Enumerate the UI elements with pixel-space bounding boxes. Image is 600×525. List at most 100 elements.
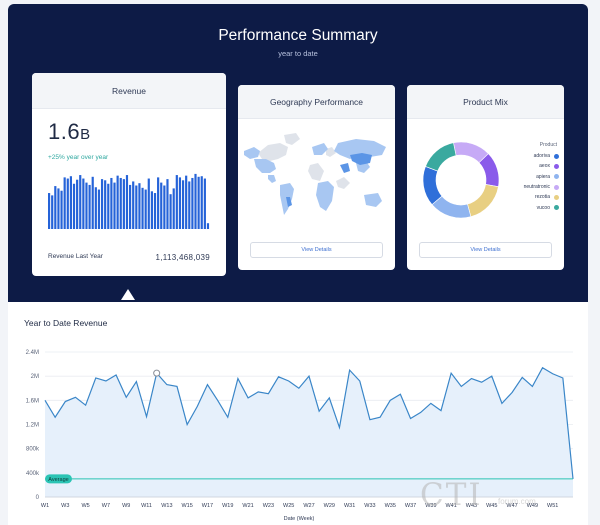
x-tick-label: W11	[141, 503, 152, 509]
revenue-bar	[66, 178, 69, 229]
y-tick-label: 2.4M	[26, 350, 39, 356]
revenue-bar	[113, 182, 116, 229]
revenue-bar	[72, 183, 76, 229]
product-mix-legend: Product adoriva aeox apiera neutratronic…	[507, 142, 559, 213]
revenue-bar	[203, 178, 206, 229]
x-tick-label: W13	[161, 503, 172, 509]
x-tick-label: W37	[405, 503, 416, 509]
page-subtitle: year to date	[278, 49, 318, 58]
x-tick-label: W51	[547, 503, 558, 509]
revenue-bar	[163, 185, 166, 229]
legend-item-aeox[interactable]: aeox	[507, 161, 559, 171]
revenue-card[interactable]: Revenue 1.6B +25% year over year Revenue…	[32, 73, 226, 276]
donut-slice-rezotia[interactable]	[467, 184, 499, 218]
donut-slice-vucoo[interactable]	[425, 142, 457, 172]
revenue-last-year-label: Revenue Last Year	[48, 253, 103, 260]
legend-item-rezotia[interactable]: rezotia	[507, 192, 559, 202]
product-mix-view-details-button[interactable]: View Details	[419, 242, 552, 258]
product-mix-card-title: Product Mix	[407, 85, 564, 119]
revenue-value-unit: B	[80, 126, 91, 143]
highlight-point[interactable]	[153, 369, 161, 377]
x-tick-label: W27	[303, 503, 314, 509]
legend-swatch	[554, 174, 559, 180]
revenue-bar	[175, 175, 178, 229]
x-tick-label: W33	[364, 503, 375, 509]
watermark-subtext: forum.com	[498, 497, 536, 506]
legend-item-neutratronic[interactable]: neutratronic	[507, 182, 559, 192]
legend-swatch	[554, 194, 559, 200]
revenue-bar	[48, 193, 51, 229]
product-mix-card[interactable]: Product Mix Product adoriva aeox apiera …	[407, 85, 564, 270]
revenue-value: 1.6B	[48, 119, 91, 145]
revenue-bar	[178, 177, 182, 229]
y-tick-label: 2M	[31, 374, 39, 380]
revenue-bar	[69, 176, 72, 229]
donut-slice-adoriva[interactable]	[422, 166, 443, 205]
revenue-bar	[122, 179, 125, 229]
x-tick-label: W45	[486, 503, 497, 509]
revenue-bar	[135, 185, 138, 229]
revenue-bar	[197, 176, 200, 229]
revenue-bar	[181, 180, 185, 229]
geography-card[interactable]: Geography Performance	[238, 85, 395, 270]
legend-item-adoriva[interactable]: adoriva	[507, 151, 559, 161]
revenue-bar	[76, 179, 79, 229]
geography-view-details-button[interactable]: View Details	[250, 242, 383, 258]
revenue-bar	[54, 186, 57, 229]
revenue-bar	[57, 188, 60, 229]
y-tick-label: 0	[36, 495, 40, 501]
revenue-bar	[160, 182, 163, 229]
x-tick-label: W15	[181, 503, 192, 509]
legend-item-apiera[interactable]: apiera	[507, 172, 559, 182]
revenue-bar	[88, 184, 91, 229]
revenue-bar	[119, 177, 122, 229]
x-tick-label: W47	[506, 503, 517, 509]
y-tick-label: 1.2M	[26, 423, 39, 429]
x-tick-label: W39	[425, 503, 436, 509]
product-mix-donut-chart	[422, 141, 500, 219]
legend-label: neutratronic	[523, 184, 550, 191]
revenue-bar	[107, 183, 110, 229]
revenue-bar	[185, 175, 188, 229]
line-area	[45, 367, 573, 497]
revenue-growth: +25% year over year	[48, 154, 109, 161]
revenue-bar	[172, 188, 175, 229]
revenue-bar	[125, 175, 129, 229]
x-tick-label: W5	[81, 503, 89, 509]
revenue-bar	[91, 176, 94, 229]
revenue-bar	[200, 176, 203, 229]
revenue-bar	[94, 187, 97, 229]
legend-label: aeox	[539, 163, 550, 170]
revenue-bar	[169, 194, 172, 229]
legend-swatch	[554, 163, 559, 169]
revenue-bar	[63, 177, 66, 229]
x-tick-label: W9	[122, 503, 130, 509]
legend-swatch	[554, 184, 559, 190]
revenue-bar	[132, 181, 135, 229]
watermark-logo: CTI	[420, 477, 483, 513]
legend-title: Product	[539, 142, 557, 148]
legend-item-vucoo[interactable]: vucoo	[507, 202, 559, 212]
x-tick-label: W3	[61, 503, 69, 509]
x-tick-label: W31	[344, 503, 355, 509]
ytd-revenue-line-chart: 0 400k 800k 1.2M 1.6M 2M 2.4M Average W1 W3 W5 W7 W9…	[26, 350, 574, 522]
x-tick-label: W41	[445, 503, 456, 509]
revenue-bar	[79, 175, 82, 229]
legend-label: adoriva	[533, 153, 550, 160]
revenue-bar	[100, 179, 104, 229]
legend-label: apiera	[536, 173, 550, 180]
x-tick-label: W23	[263, 503, 274, 509]
legend-swatch	[554, 153, 559, 159]
x-tick-label: W35	[385, 503, 396, 509]
y-tick-label: 400k	[26, 471, 40, 477]
y-tick-label: 1.6M	[26, 398, 39, 404]
revenue-bar	[116, 175, 119, 229]
ytd-revenue-panel: Year to Date Revenue 0 400k 800k 1.2M 1.6M 2M…	[8, 302, 588, 525]
revenue-last-year: Revenue Last Year 1,113,468,039	[48, 253, 210, 262]
x-tick-label: W49	[527, 503, 538, 509]
revenue-line	[44, 366, 574, 479]
revenue-bar	[138, 183, 141, 229]
x-axis-label: Date (Week)	[284, 516, 315, 522]
revenue-card-title: Revenue	[32, 73, 226, 109]
x-tick-label: W1	[41, 503, 49, 509]
